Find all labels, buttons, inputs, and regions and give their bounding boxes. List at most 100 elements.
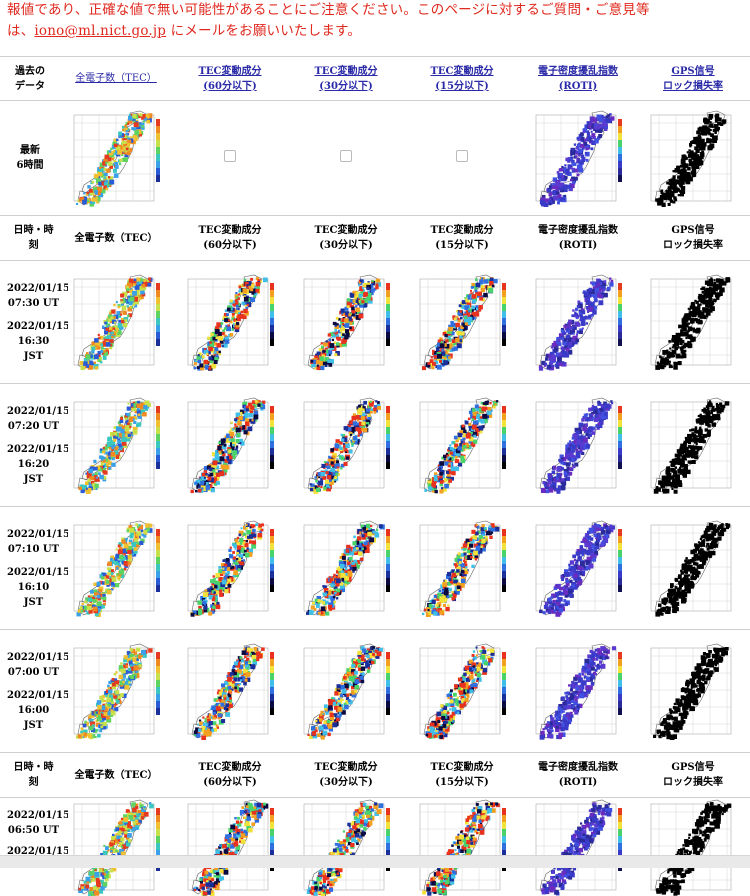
row-ut: 2022/01/15 06:50 UT	[7, 808, 60, 838]
data-row: 2022/01/15 07:00 UT 2022/01/15 16:00 JST	[0, 630, 750, 753]
header-roti: 電子密度擾乱指数 (ROTI)	[520, 753, 636, 798]
row-lol-cell[interactable]	[636, 507, 750, 630]
row-tec60-cell[interactable]	[172, 261, 288, 384]
notice-text: 報値であり、正確な値で無い可能性があることにご注意ください。このページに対するご…	[7, 0, 747, 42]
latest-roti-cell[interactable]	[520, 101, 636, 216]
map-thumbnail	[68, 396, 164, 494]
map-thumbnail	[298, 396, 394, 494]
email-link[interactable]: iono@ml.nict.go.jp	[34, 23, 166, 39]
row-tec60-cell[interactable]	[172, 507, 288, 630]
row-jst: 2022/01/15 16:30 JST	[7, 319, 60, 364]
last-tec30-cell[interactable]	[288, 798, 404, 896]
map-thumbnail	[645, 396, 741, 494]
ionosphere-table: 過去の データ 全電子数（TEC） TEC変動成分 (60分以下) TEC変動成…	[0, 56, 750, 896]
map-thumbnail	[182, 396, 278, 494]
map-thumbnail	[530, 798, 626, 896]
link-tec-60[interactable]: TEC変動成分 (60分以下)	[198, 66, 261, 92]
map-thumbnail	[530, 109, 626, 207]
link-tec-30[interactable]: TEC変動成分 (30分以下)	[314, 66, 377, 92]
header-lol: GPS信号 ロック損失率	[636, 753, 750, 798]
row-roti-cell[interactable]	[520, 507, 636, 630]
latest-tec30-placeholder	[288, 101, 404, 216]
row-jst: 2022/01/15 16:20 JST	[7, 442, 60, 487]
map-thumbnail	[645, 642, 741, 740]
last-tec60-cell[interactable]	[172, 798, 288, 896]
row-tec-cell[interactable]	[60, 630, 172, 753]
header-row-repeat: 日時・時 刻 全電子数（TEC） TEC変動成分 (60分以下) TEC変動成分…	[0, 216, 750, 261]
row-tec60-cell[interactable]	[172, 630, 288, 753]
row-time-label: 2022/01/15 07:00 UT 2022/01/15 16:00 JST	[0, 630, 60, 753]
broken-image-icon	[224, 150, 236, 162]
row-roti-cell[interactable]	[520, 630, 636, 753]
data-row-last: 2022/01/15 06:50 UT 2022/01/15	[0, 798, 750, 896]
map-thumbnail	[414, 396, 510, 494]
row-ut: 2022/01/15 07:00 UT	[7, 650, 60, 680]
row-tec15-cell[interactable]	[404, 507, 520, 630]
latest-tec-cell[interactable]	[60, 101, 172, 216]
map-thumbnail	[530, 519, 626, 617]
last-tec15-cell[interactable]	[404, 798, 520, 896]
row-lol-cell[interactable]	[636, 384, 750, 507]
row-time-label: 2022/01/15 07:30 UT 2022/01/15 16:30 JST	[0, 261, 60, 384]
row-tec30-cell[interactable]	[288, 507, 404, 630]
row-ut: 2022/01/15 07:30 UT	[7, 281, 60, 311]
map-thumbnail	[530, 273, 626, 371]
map-thumbnail	[645, 273, 741, 371]
notice-line2-prefix: は、	[7, 23, 34, 39]
map-thumbnail	[182, 642, 278, 740]
header-roti: 電子密度擾乱指数 (ROTI)	[520, 216, 636, 261]
map-thumbnail	[414, 642, 510, 740]
row-jst: 2022/01/15 16:10 JST	[7, 565, 60, 610]
link-roti[interactable]: 電子密度擾乱指数 (ROTI)	[538, 66, 618, 92]
browser-bottom-bar	[0, 855, 750, 868]
map-thumbnail	[645, 798, 741, 896]
row-tec60-cell[interactable]	[172, 384, 288, 507]
header-lol: GPS信号 ロック損失率	[636, 216, 750, 261]
map-thumbnail	[414, 798, 510, 896]
row-lol-cell[interactable]	[636, 630, 750, 753]
latest-label: 最新 6時間	[0, 101, 60, 216]
map-thumbnail	[68, 798, 164, 896]
row-tec-cell[interactable]	[60, 261, 172, 384]
row-tec15-cell[interactable]	[404, 630, 520, 753]
map-thumbnail	[414, 273, 510, 371]
link-lol[interactable]: GPS信号 ロック損失率	[663, 66, 723, 92]
header-tec-30: TEC変動成分 (30分以下)	[288, 753, 404, 798]
header-tec-60: TEC変動成分 (60分以下)	[172, 753, 288, 798]
row-jst: 2022/01/15 16:00 JST	[7, 688, 60, 733]
map-thumbnail	[298, 642, 394, 740]
latest-tec60-placeholder	[172, 101, 288, 216]
link-tec-15[interactable]: TEC変動成分 (15分以下)	[430, 66, 493, 92]
link-tec[interactable]: 全電子数（TEC）	[75, 73, 157, 84]
row-tec15-cell[interactable]	[404, 384, 520, 507]
last-lol-cell[interactable]	[636, 798, 750, 896]
header-tec-15: TEC変動成分 (15分以下)	[404, 753, 520, 798]
row-lol-cell[interactable]	[636, 261, 750, 384]
row-tec-cell[interactable]	[60, 384, 172, 507]
map-thumbnail	[298, 519, 394, 617]
row-tec30-cell[interactable]	[288, 630, 404, 753]
data-row: 2022/01/15 07:30 UT 2022/01/15 16:30 JST	[0, 261, 750, 384]
row-tec30-cell[interactable]	[288, 261, 404, 384]
header-tec-30: TEC変動成分 (30分以下)	[288, 216, 404, 261]
header-row-top: 過去の データ 全電子数（TEC） TEC変動成分 (60分以下) TEC変動成…	[0, 57, 750, 101]
header-tec-60: TEC変動成分 (60分以下)	[172, 216, 288, 261]
row-tec-cell[interactable]	[60, 507, 172, 630]
header-row-repeat-2: 日時・時 刻 全電子数（TEC） TEC変動成分 (60分以下) TEC変動成分…	[0, 753, 750, 798]
map-thumbnail	[182, 798, 278, 896]
row-roti-cell[interactable]	[520, 384, 636, 507]
map-thumbnail	[298, 798, 394, 896]
row-tec30-cell[interactable]	[288, 384, 404, 507]
map-thumbnail	[645, 519, 741, 617]
last-roti-cell[interactable]	[520, 798, 636, 896]
past-data-label: 過去の データ	[0, 57, 60, 101]
row-roti-cell[interactable]	[520, 261, 636, 384]
map-thumbnail	[68, 273, 164, 371]
last-tec-cell[interactable]	[60, 798, 172, 896]
datetime-header: 日時・時 刻	[0, 753, 60, 798]
latest-lol-cell[interactable]	[636, 101, 750, 216]
row-tec15-cell[interactable]	[404, 261, 520, 384]
